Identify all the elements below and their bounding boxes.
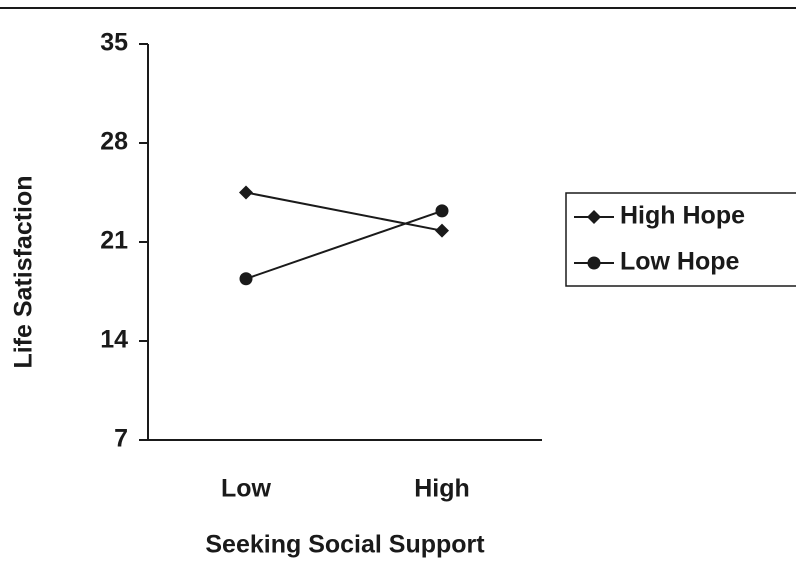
y-tick-label: 14 bbox=[100, 326, 128, 354]
legend-marker bbox=[587, 210, 601, 224]
legend-marker bbox=[587, 256, 601, 270]
y-tick-label: 7 bbox=[114, 425, 128, 453]
x-tick-label: Low bbox=[221, 475, 272, 503]
y-axis-title: Life Satisfaction bbox=[10, 175, 38, 368]
legend-label: Low Hope bbox=[620, 248, 740, 276]
x-tick-label: High bbox=[414, 475, 470, 503]
y-tick-label: 28 bbox=[100, 128, 128, 156]
series-line bbox=[245, 209, 443, 280]
legend-box bbox=[565, 192, 796, 287]
x-axis-title: Seeking Social Support bbox=[205, 531, 485, 559]
y-tick-label: 21 bbox=[100, 227, 128, 255]
y-tick-label: 35 bbox=[100, 29, 128, 57]
series-line bbox=[245, 191, 443, 232]
legend-label: High Hope bbox=[620, 202, 745, 230]
marker-diamond bbox=[239, 185, 253, 200]
marker-circle bbox=[435, 204, 449, 218]
marker-diamond bbox=[435, 223, 449, 238]
marker-circle bbox=[239, 272, 253, 286]
